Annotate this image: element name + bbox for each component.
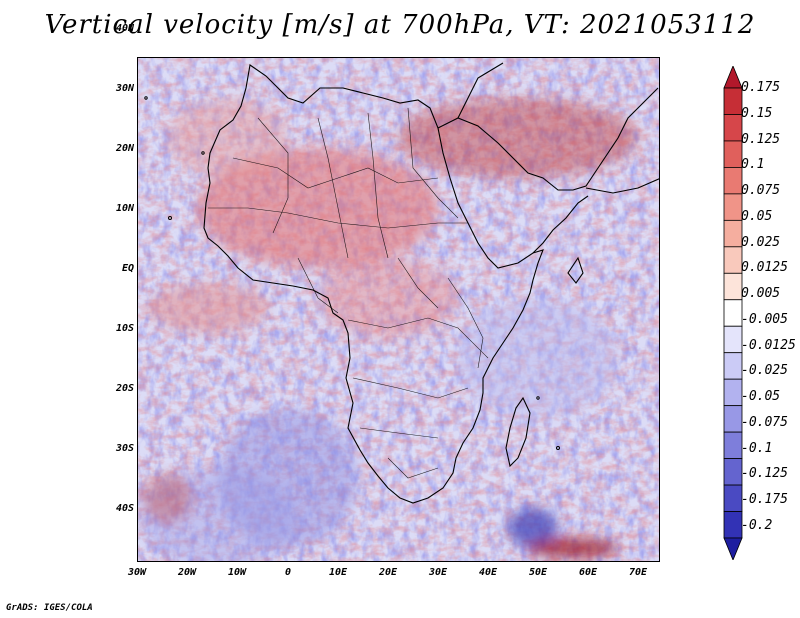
lon-tick-label: 60E [578, 567, 598, 578]
colorbar-level-label: 0.075 [741, 183, 781, 198]
colorbar-level-label: -0.0125 [741, 338, 796, 353]
lon-tick-label: 20W [177, 567, 197, 578]
lon-tick-label: 50E [528, 567, 548, 578]
colorbar [723, 66, 743, 560]
coastlines [203, 62, 659, 504]
islands [144, 96, 560, 450]
colorbar-bin [723, 405, 743, 433]
lon-tick-label: 20E [378, 567, 398, 578]
lon-tick-label: 0 [284, 567, 292, 578]
colorbar-bin [723, 193, 743, 221]
colorbar-bin [723, 511, 743, 539]
lon-tick-label: 10E [328, 567, 348, 578]
colorbar-level-label: 0.1 [741, 157, 765, 172]
colorbar-level-label: 0.05 [741, 209, 773, 224]
lat-tick-label: EQ [121, 263, 134, 274]
colorbar-bin [723, 219, 743, 248]
colorbar-bin [723, 537, 743, 560]
colorbar-level-label: 0.025 [741, 235, 781, 250]
lat-tick-label: 10S [115, 323, 134, 334]
colorbar-bin [723, 378, 743, 407]
colorbar-level-label: 0.0125 [741, 260, 788, 275]
colorbar-bin [723, 484, 743, 512]
colorbar-level-label: -0.125 [741, 466, 788, 481]
colorbar-level-label: -0.2 [741, 518, 773, 533]
lon-tick-label: 30W [127, 567, 147, 578]
lat-tick-label: 20S [115, 383, 134, 394]
lat-tick-label: 40N [115, 23, 134, 34]
lat-tick-label: 40S [115, 503, 134, 514]
lon-tick-label: 10W [227, 567, 247, 578]
colorbar-bin [723, 87, 743, 115]
colorbar-bin [723, 458, 743, 486]
colorbar-level-label: -0.005 [741, 312, 788, 327]
lat-tick-label: 30S [115, 443, 134, 454]
lat-tick-label: 10N [115, 203, 134, 214]
field-patches [138, 98, 638, 561]
country-borders [208, 107, 489, 479]
colorbar-bin [723, 114, 743, 142]
colorbar-level-label: 0.005 [741, 286, 781, 301]
lat-tick-label: 20N [115, 143, 134, 154]
lon-tick-label: 40E [478, 567, 498, 578]
colorbar-bin [723, 66, 743, 89]
colorbar-level-label: 0.175 [741, 80, 781, 95]
colorbar-level-label: -0.025 [741, 363, 788, 378]
colorbar-level-label: 0.15 [741, 106, 773, 121]
chart-title: Vertical velocity [m/s] at 700hPa, VT: 2… [44, 10, 756, 40]
lon-tick-label: 30E [428, 567, 448, 578]
colorbar-bin [723, 272, 743, 301]
colorbar-level-label: -0.075 [741, 415, 788, 430]
colorbar-level-label: -0.175 [741, 492, 788, 507]
credit-text: GrADS: IGES/COLA [6, 603, 93, 613]
colorbar-level-label: -0.1 [741, 441, 773, 456]
lat-tick-label: 30N [115, 83, 134, 94]
colorbar-level-label: 0.125 [741, 132, 781, 147]
map-panel [137, 57, 660, 562]
colorbar-bin [723, 431, 743, 459]
colorbar-bin [723, 299, 743, 327]
colorbar-bin [723, 246, 743, 274]
colorbar-bin [723, 352, 743, 380]
colorbar-bin [723, 325, 743, 354]
velocity-field-map [138, 58, 659, 561]
colorbar-bin [723, 167, 743, 195]
colorbar-level-label: -0.05 [741, 389, 781, 404]
lon-tick-label: 70E [628, 567, 648, 578]
colorbar-bin [723, 140, 743, 168]
